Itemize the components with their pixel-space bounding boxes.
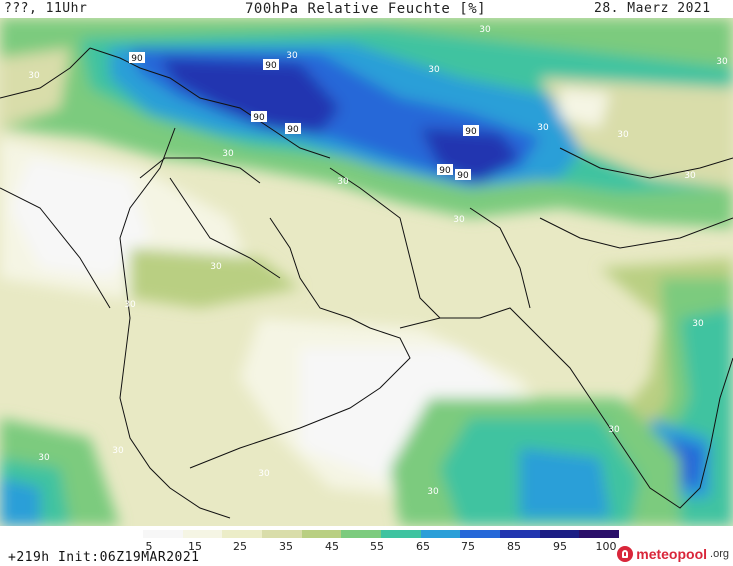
contour-label: 30 [537,123,549,133]
contour-label: 90 [439,166,451,176]
color-legend: 5 15 25 35 45 55 65 75 85 95 100 +219h I… [0,528,733,566]
contour-label: 30 [692,319,704,329]
humidity-map: 90 90 90 90 90 90 90 30 30 30 30 30 30 3… [0,18,733,526]
contour-label: 30 [608,425,620,435]
contour-label: 30 [38,453,50,463]
header: ???, 11Uhr 700hPa Relative Feuchte [%] 2… [0,0,733,18]
legend-tick: 100 [595,540,617,553]
contour-label: 30 [210,262,222,272]
contour-label: 90 [457,171,469,181]
legend-swatch [500,530,540,538]
contour-label: 30 [337,177,349,187]
contour-label: 90 [465,127,477,137]
legend-swatch [579,530,620,538]
legend-swatch [143,530,183,538]
legend-tick: 65 [416,540,430,553]
contour-label: 30 [427,487,439,497]
brand-logo[interactable]: meteopool .org [617,546,729,562]
meteopool-logo-icon [617,546,634,562]
legend-swatch [182,530,223,538]
contour-label: 30 [286,51,298,61]
humidity-field [0,18,733,526]
legend-swatch [381,530,421,538]
map-title: 700hPa Relative Feuchte [%] [245,1,487,17]
valid-date: 28. Maerz 2021 [594,1,711,16]
legend-tick: 55 [370,540,384,553]
run-label: ???, 11Uhr [4,1,88,16]
contour-label: 90 [265,61,277,71]
legend-swatch [222,530,263,538]
contour-label: 30 [28,71,40,81]
legend-swatch [539,530,580,538]
legend-color-bar [143,530,620,538]
coastlines [0,47,733,519]
legend-swatch [341,530,382,538]
contour-label: 30 [428,65,440,75]
contour-label: 30 [479,25,491,35]
contour-labels: 90 90 90 90 90 90 90 30 30 30 30 30 30 3… [28,25,728,497]
brand-domain: .org [710,548,729,560]
contour-label: 30 [453,215,465,225]
forecast-info: +219h Init:06Z19MAR2021 [8,550,200,565]
contour-label: 90 [253,113,265,123]
contour-label: 30 [716,57,728,67]
contour-label: 30 [112,446,124,456]
legend-swatch [460,530,501,538]
contour-label: 30 [617,130,629,140]
legend-tick: 35 [279,540,293,553]
legend-tick: 5 [145,540,153,553]
legend-tick: 85 [507,540,521,553]
legend-swatch [301,530,342,538]
brand-name: meteopool [636,546,708,562]
legend-tick: 25 [233,540,247,553]
legend-swatch [420,530,461,538]
contour-label: 30 [124,300,136,310]
contour-label: 30 [684,171,696,181]
legend-tick: 95 [553,540,567,553]
contour-label: 90 [131,54,143,64]
legend-tick: 75 [461,540,475,553]
contour-label: 90 [287,125,299,135]
contour-label: 30 [222,149,234,159]
legend-tick: 45 [325,540,339,553]
contour-label: 30 [258,469,270,479]
legend-tick: 15 [188,540,202,553]
legend-swatch [262,530,302,538]
